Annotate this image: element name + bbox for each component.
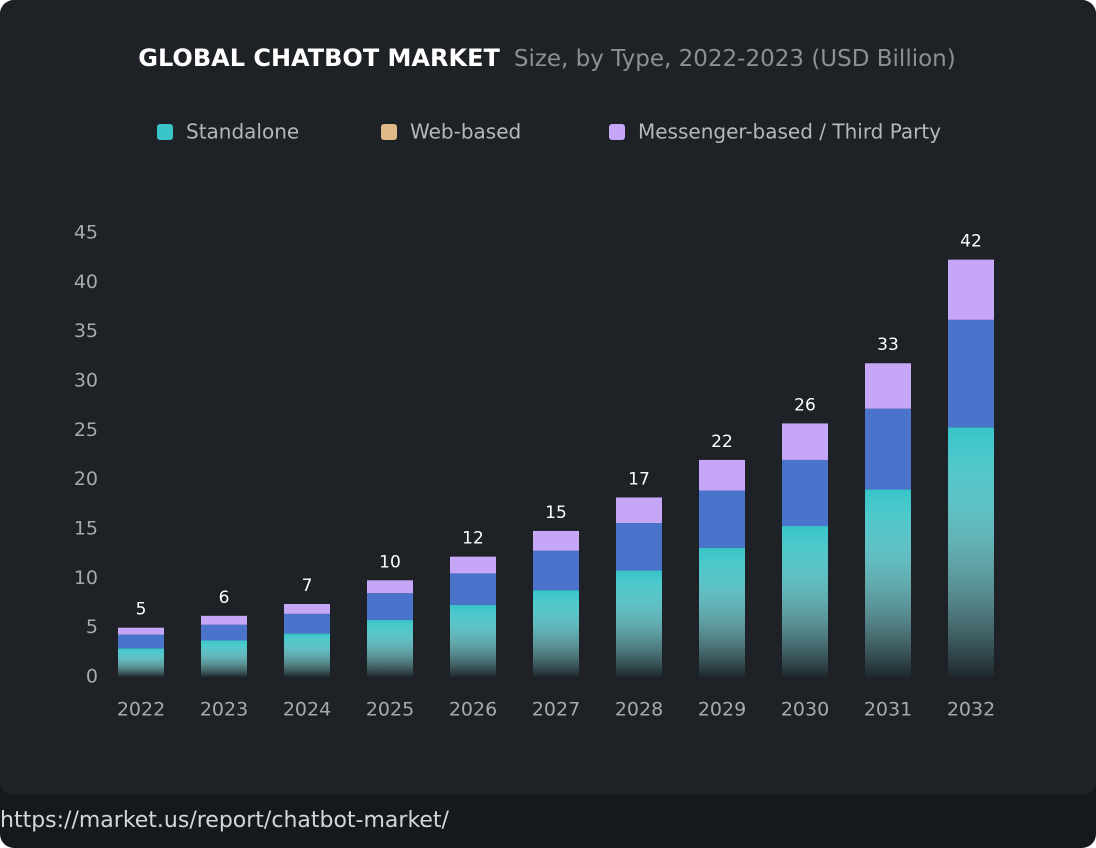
total-label: 10 <box>379 552 401 572</box>
bar-segment <box>782 423 828 460</box>
total-label: 33 <box>877 335 899 355</box>
x-tick-label: 2026 <box>449 699 497 721</box>
total-label: 26 <box>794 395 816 415</box>
legend-label: Web-based <box>410 120 521 144</box>
bar-segment <box>118 634 164 649</box>
bar-segment <box>367 580 413 594</box>
legend-swatch <box>609 124 625 140</box>
bar-fade <box>782 526 828 677</box>
total-label: 12 <box>462 529 484 549</box>
bar-segment <box>699 490 745 548</box>
bar-segment <box>284 603 330 614</box>
x-tick-label: 2031 <box>864 699 912 721</box>
bar-segment <box>865 363 911 409</box>
bar-fade <box>699 547 745 677</box>
y-tick-label: 15 <box>74 518 98 540</box>
bar-segment <box>450 556 496 574</box>
bar-fade <box>616 570 662 677</box>
y-tick-label: 25 <box>74 419 98 441</box>
bar-segment <box>948 259 994 320</box>
bar-segment <box>118 627 164 635</box>
x-tick-label: 2024 <box>283 699 331 721</box>
y-tick-label: 0 <box>86 666 98 688</box>
bar-segment <box>616 497 662 524</box>
bar-segment <box>533 550 579 591</box>
y-tick-label: 40 <box>74 271 98 293</box>
bar-segment <box>284 613 330 634</box>
y-tick-label: 20 <box>74 468 98 490</box>
total-label: 6 <box>219 588 230 608</box>
bar-segment <box>616 523 662 571</box>
y-tick-label: 45 <box>74 222 98 244</box>
bar-segment <box>367 593 413 620</box>
x-tick-label: 2027 <box>532 699 580 721</box>
bar-segment <box>201 615 247 625</box>
legend-label: Standalone <box>186 120 299 144</box>
legend-swatch <box>157 124 173 140</box>
bar-segment <box>782 459 828 527</box>
total-label: 22 <box>711 432 733 452</box>
bar-segment <box>865 408 911 490</box>
total-label: 42 <box>960 232 982 252</box>
chart-title: GLOBAL CHATBOT MARKET <box>138 44 500 72</box>
x-tick-label: 2025 <box>366 699 414 721</box>
bar-fade <box>367 619 413 677</box>
legend-swatch <box>381 124 397 140</box>
bar-segment <box>201 624 247 641</box>
bar-segment <box>699 459 745 491</box>
y-tick-label: 5 <box>86 616 98 638</box>
bar-fade <box>118 648 164 677</box>
bar-segment <box>533 530 579 551</box>
title-line: GLOBAL CHATBOT MARKET Size, by Type, 2022… <box>138 44 955 72</box>
bar-fade <box>948 427 994 677</box>
bar-fade <box>865 489 911 677</box>
x-tick-label: 2023 <box>200 699 248 721</box>
x-tick-label: 2028 <box>615 699 663 721</box>
chart-subtitle: Size, by Type, 2022-2023 (USD Billion) <box>514 46 956 72</box>
bar-fade <box>201 640 247 677</box>
x-tick-label: 2022 <box>117 699 165 721</box>
total-label: 5 <box>136 600 147 620</box>
bar-fade <box>284 633 330 677</box>
bar-segment <box>948 319 994 428</box>
total-label: 15 <box>545 503 567 523</box>
y-tick-label: 35 <box>74 320 98 342</box>
legend-label: Messenger-based / Third Party <box>638 120 941 144</box>
total-label: 17 <box>628 469 650 489</box>
x-tick-label: 2030 <box>781 699 829 721</box>
x-tick-label: 2029 <box>698 699 746 721</box>
total-label: 7 <box>302 576 313 596</box>
bar-fade <box>450 604 496 677</box>
bar-segment <box>450 573 496 605</box>
y-tick-label: 10 <box>74 567 98 589</box>
bar-fade <box>533 590 579 677</box>
x-tick-label: 2032 <box>947 699 995 721</box>
source-url: https://market.us/report/chatbot-market/ <box>0 808 450 833</box>
y-tick-label: 30 <box>74 370 98 392</box>
